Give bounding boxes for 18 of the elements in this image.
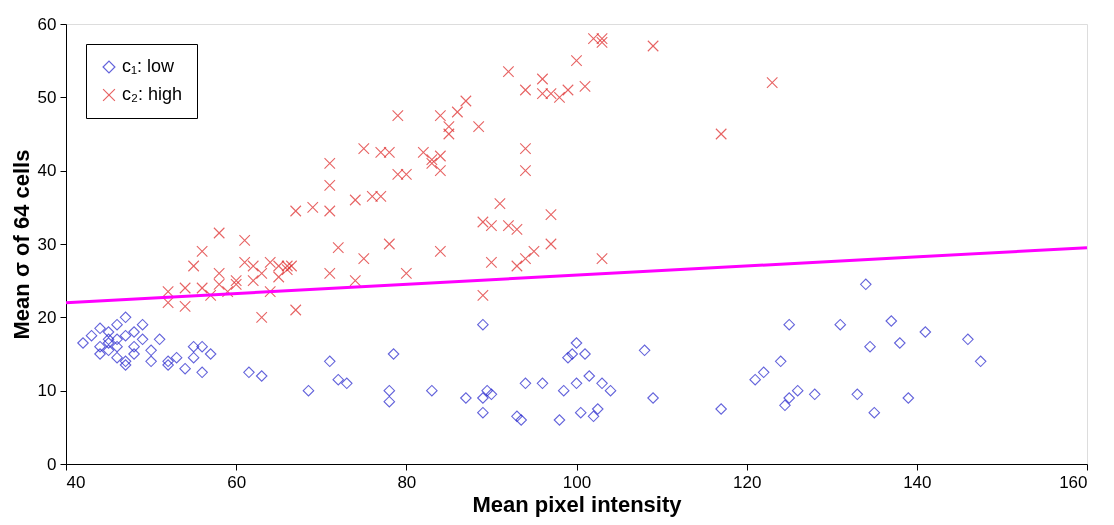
- x-tick-label: 80: [397, 472, 417, 492]
- y-axis-title: Mean σ of 64 cells: [8, 149, 34, 340]
- x-tick-label: 160: [1059, 472, 1088, 492]
- legend-label: c₂: high: [122, 84, 183, 104]
- y-tick-label: 10: [37, 381, 57, 401]
- y-tick-label: 0: [47, 454, 57, 474]
- y-tick-label: 40: [37, 161, 57, 181]
- x-tick-label: 60: [227, 472, 247, 492]
- x-tick-label: 40: [66, 472, 86, 492]
- x-tick-label: 100: [562, 472, 592, 492]
- x-tick-label: 140: [903, 472, 932, 492]
- x-axis-title: Mean pixel intensity: [472, 491, 683, 517]
- y-tick-label: 60: [37, 14, 57, 34]
- y-tick-label: 20: [37, 307, 57, 327]
- y-tick-label: 30: [37, 234, 57, 254]
- x-tick-label: 120: [732, 472, 762, 492]
- y-tick-label: 50: [37, 87, 57, 107]
- legend-label: c₁: low: [122, 56, 176, 76]
